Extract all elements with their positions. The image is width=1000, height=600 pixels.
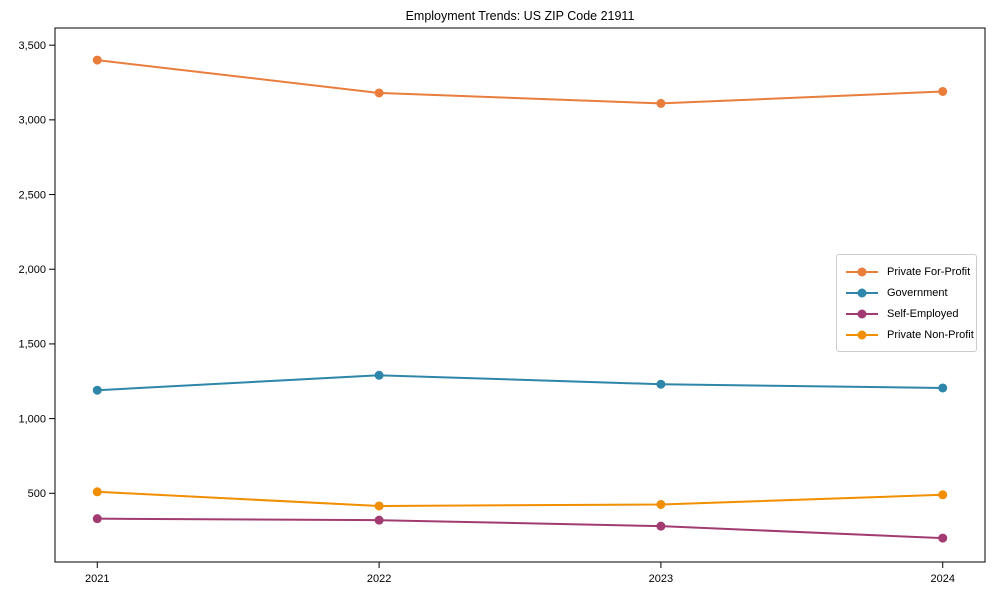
legend-line-marker-icon [846,309,878,318]
x-tick-label: 2021 [85,573,109,585]
legend-line-marker-icon [846,288,878,297]
y-tick-label: 3,000 [18,115,46,127]
data-point [656,379,666,389]
data-point [374,501,384,511]
data-point [938,533,948,543]
y-tick-label: 2,000 [18,264,46,276]
data-point [374,515,384,525]
legend-label: Private For-Profit [887,265,971,278]
data-point [938,490,948,500]
chart-legend: Private For-Profit Government Self-Employe… [836,254,977,352]
x-tick-label: 2024 [930,573,954,585]
series-line-1 [97,374,943,392]
series-line-0 [97,59,943,105]
y-tick-label: 3,500 [18,40,46,52]
data-point [938,383,948,393]
legend-label: Private Non-Profit [887,328,974,341]
data-point [92,514,102,524]
y-tick-label: 1,500 [18,339,46,351]
chart-title: Employment Trends: US ZIP Code 21911 [405,9,635,23]
data-point [92,385,102,395]
x-tick-label: 2023 [649,573,673,585]
data-point [374,370,384,380]
data-point [938,86,948,96]
series-line-3 [97,490,943,507]
y-tick-label: 2,500 [18,189,46,201]
series-line-2 [97,517,943,540]
data-point [656,499,666,509]
legend-item: Government [845,282,968,303]
legend-line-marker-icon [846,267,878,276]
y-tick-label: 1,000 [18,413,46,425]
legend-line-marker-icon [846,330,878,339]
data-point [92,487,102,497]
data-point [374,88,384,98]
legend-label: Self-Employed [887,307,959,320]
x-tick-label: 2022 [367,573,391,585]
data-point [92,55,102,65]
legend-item: Private For-Profit [845,261,971,282]
y-tick-label: 500 [28,488,46,500]
data-point [656,98,666,108]
legend-item: Self-Employed [845,303,968,324]
data-point [656,521,666,531]
legend-item: Private Non-Profit [845,324,974,345]
legend-label: Government [887,286,948,299]
plot-frame [54,27,986,563]
